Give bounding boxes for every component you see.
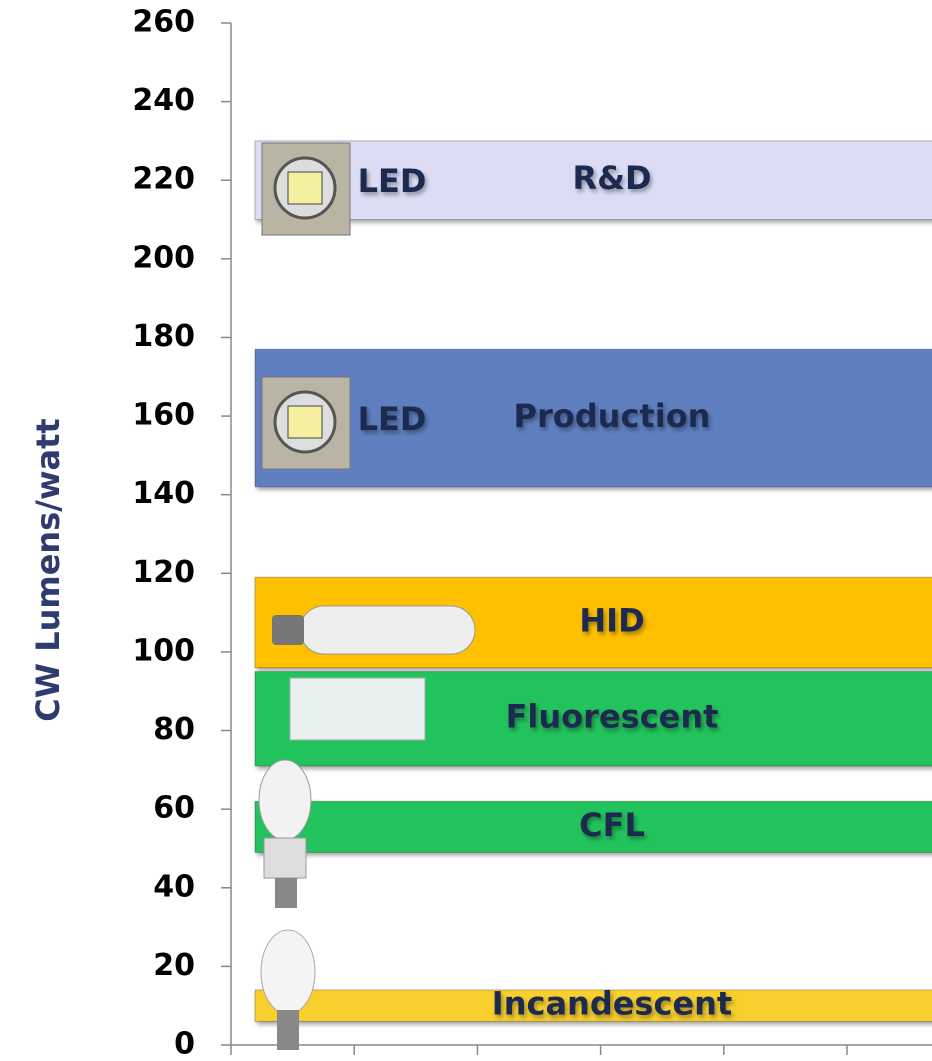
bar (254, 989, 932, 1022)
bar (254, 140, 932, 221)
bar-label: Production (514, 397, 711, 435)
bars (254, 140, 932, 1022)
y-tick-label: 20 (153, 948, 195, 983)
y-tick-label: 260 (132, 5, 195, 40)
hid-bulb (272, 615, 304, 645)
bar-label: Incandescent (492, 985, 732, 1023)
bar (254, 800, 932, 853)
y-tick-label: 200 (132, 240, 195, 275)
y-tick-label: 140 (132, 476, 195, 511)
y-tick-label: 220 (132, 162, 195, 197)
y-tick-label: 0 (174, 1027, 195, 1061)
y-tick-label: 80 (153, 712, 195, 747)
cfl-bulb (258, 759, 312, 841)
bar-label: HID (579, 601, 644, 639)
fluorescent-tube (289, 677, 426, 741)
bar-label: Fluorescent (506, 698, 719, 736)
led-icon (287, 171, 323, 205)
bar-label: R&D (572, 159, 651, 197)
y-tick-label: 60 (153, 791, 195, 826)
incandescent-bulb (260, 929, 316, 1015)
hid-bulb (299, 605, 476, 655)
y-axis-title: CW Lumens/watt (29, 418, 67, 721)
y-tick-label: 40 (153, 869, 195, 904)
cfl-bulb (275, 878, 297, 908)
cfl-bulb (263, 837, 307, 879)
icons (258, 142, 476, 1050)
incandescent-bulb (277, 1010, 299, 1050)
bar-tag: LED (358, 162, 427, 200)
bar (254, 348, 932, 488)
y-tick-label: 120 (132, 555, 195, 590)
led-icon (287, 405, 323, 439)
y-tick-label: 160 (132, 398, 195, 433)
y-tick-label: 100 (132, 633, 195, 668)
y-tick-label: 180 (132, 319, 195, 354)
bar-label: CFL (579, 806, 645, 844)
bar-tag: LED (358, 400, 427, 438)
y-tick-label: 240 (132, 83, 195, 118)
